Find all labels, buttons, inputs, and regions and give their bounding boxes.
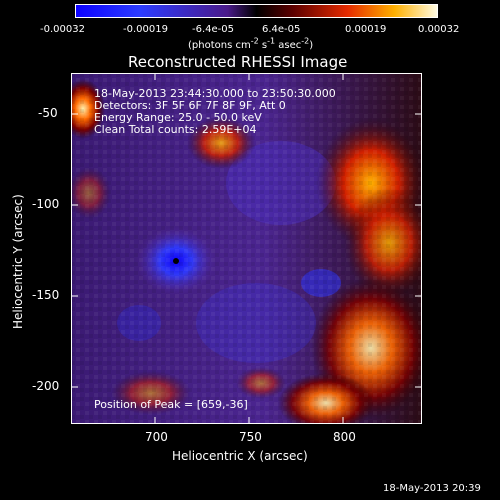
colorbar <box>75 4 438 18</box>
peak-position-label: Position of Peak = [659,-36] <box>94 398 248 411</box>
x-tick-labels: 700 750 800 <box>0 430 500 446</box>
heatmap-image <box>71 73 422 424</box>
colorbar-tick-5: 0.00019 <box>345 24 387 35</box>
y-tick-labels: -50 -100 -150 -200 <box>0 0 70 500</box>
plot-area <box>71 73 422 424</box>
pixel-texture <box>71 73 422 424</box>
y-axis-label: Heliocentric Y (arcsec) <box>11 194 25 329</box>
render-timestamp: 18-May-2013 20:39 <box>383 483 481 494</box>
info-line-2: Detectors: 3F 5F 6F 7F 8F 9F, Att 0 <box>94 99 286 112</box>
colorbar-tick-labels: -0.00032 -0.00019 -6.4e-05 6.4e-05 0.000… <box>0 24 500 40</box>
peak-marker <box>173 258 179 264</box>
x-axis-label: Heliocentric X (arcsec) <box>172 449 308 463</box>
colorbar-tick-3: -6.4e-05 <box>192 24 234 35</box>
info-line-4: Clean Total counts: 2.59E+04 <box>94 123 257 136</box>
y-tick-label-4: -200 <box>32 379 60 393</box>
info-line-3: Energy Range: 25.0 - 50.0 keV <box>94 111 262 124</box>
colorbar-gradient <box>75 4 438 18</box>
plot-border <box>71 73 422 424</box>
y-tick-label-3: -150 <box>32 288 60 302</box>
x-tick-label-3: 800 <box>333 430 356 444</box>
info-line-1: 18-May-2013 23:44:30.000 to 23:50:30.000 <box>94 87 336 100</box>
y-tick-label-1: -50 <box>38 106 58 120</box>
plot-title: Reconstructed RHESSI Image <box>128 53 348 71</box>
colorbar-tick-6: 0.00032 <box>418 24 460 35</box>
image-info: 18-May-2013 23:44:30.000 to 23:50:30.000… <box>94 88 336 136</box>
x-tick-label-2: 750 <box>239 430 262 444</box>
colorbar-units-label: (photons cm-2 s-1 asec-2) <box>188 37 314 52</box>
y-tick-label-2: -100 <box>32 197 60 211</box>
x-tick-label-1: 700 <box>145 430 168 444</box>
colorbar-units: (photons cm-2 s-1 asec-2) <box>188 37 348 51</box>
colorbar-tick-2: -0.00019 <box>123 24 168 35</box>
colorbar-tick-1: -0.00032 <box>40 24 85 35</box>
colorbar-tick-4: 6.4e-05 <box>262 24 301 35</box>
